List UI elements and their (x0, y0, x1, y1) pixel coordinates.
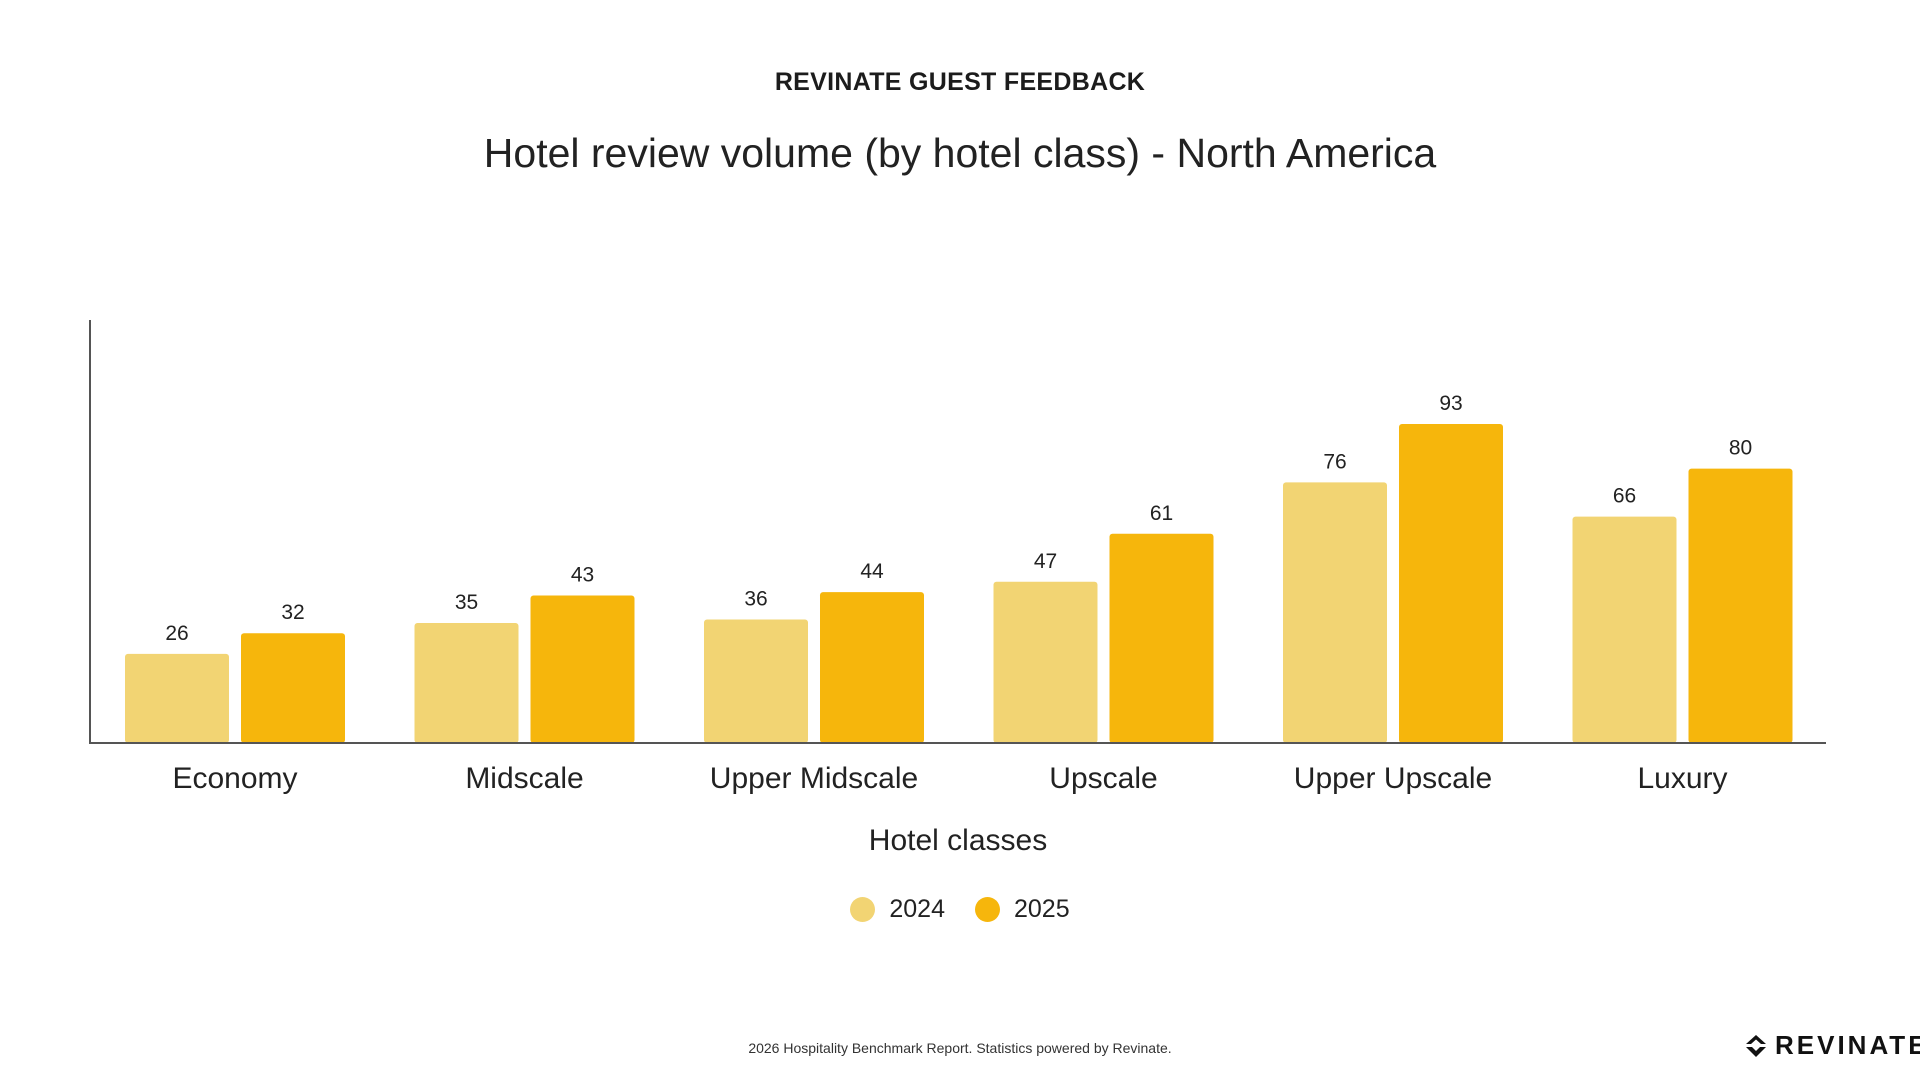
data-label-economy-2024: 26 (165, 622, 188, 645)
data-label-upper-midscale-2025: 44 (860, 560, 884, 583)
brand-wordmark: REVINATE (1775, 1030, 1920, 1060)
bar-midscale-2024[interactable] (414, 622, 519, 743)
data-label-upper-upscale-2025: 93 (1439, 392, 1462, 415)
legend-item-2024[interactable]: 2024 (850, 895, 945, 924)
bar-luxury-2025[interactable] (1688, 468, 1793, 743)
bar-upscale-2024[interactable] (993, 581, 1098, 743)
bar-luxury-2024[interactable] (1572, 516, 1677, 743)
x-tick-label: Luxury (1637, 762, 1727, 795)
bar-midscale-2025[interactable] (530, 595, 635, 743)
chart-title: Hotel review volume (by hotel class) - N… (483, 130, 1437, 176)
legend-item-2025[interactable]: 2025 (975, 895, 1070, 924)
data-label-upper-upscale-2024: 76 (1323, 450, 1346, 473)
report-eyebrow: REVINATE GUEST FEEDBACK (774, 68, 1146, 96)
x-axis-title: Hotel classes (869, 824, 1047, 857)
legend-label-2025: 2025 (1014, 895, 1070, 923)
legend-swatch-2025 (975, 897, 1000, 922)
data-labels-group: 26 32 35 43 36 44 47 61 76 93 66 80 (165, 392, 1752, 645)
revinate-logo-icon (1746, 1034, 1766, 1057)
bar-upper-upscale-2025[interactable] (1399, 424, 1503, 743)
brand-logo: REVINATE (1745, 1030, 1920, 1061)
bar-upscale-2025[interactable] (1109, 533, 1214, 743)
chart-legend: 2024 2025 (0, 895, 1920, 924)
data-label-midscale-2024: 35 (455, 591, 478, 614)
data-label-upper-midscale-2024: 36 (744, 588, 767, 611)
x-tick-label: Upscale (1049, 762, 1157, 795)
x-tick-labels-group: Economy Midscale Upper Midscale Upscale Uppe… (172, 762, 1727, 795)
data-label-luxury-2024: 66 (1613, 485, 1636, 508)
x-tick-label: Upper Upscale (1294, 762, 1492, 795)
data-label-midscale-2025: 43 (571, 564, 594, 587)
legend-label-2024: 2024 (889, 895, 945, 923)
x-tick-label: Midscale (465, 762, 583, 795)
bar-economy-2025[interactable] (241, 633, 345, 743)
data-label-economy-2025: 32 (281, 601, 304, 624)
legend-swatch-2024 (850, 897, 876, 922)
bar-upper-upscale-2024[interactable] (1283, 482, 1387, 743)
bars-group (125, 424, 1793, 743)
bar-economy-2024[interactable] (125, 653, 229, 743)
footer-note: 2026 Hospitality Benchmark Report. Stati… (748, 1040, 1172, 1056)
x-tick-label: Upper Midscale (710, 762, 918, 795)
data-label-upscale-2025: 61 (1150, 502, 1173, 525)
bar-upper-midscale-2024[interactable] (704, 619, 808, 743)
x-tick-label: Economy (172, 762, 297, 795)
bar-upper-midscale-2025[interactable] (820, 592, 924, 743)
data-label-luxury-2025: 80 (1729, 437, 1752, 460)
data-label-upscale-2024: 47 (1034, 550, 1057, 573)
